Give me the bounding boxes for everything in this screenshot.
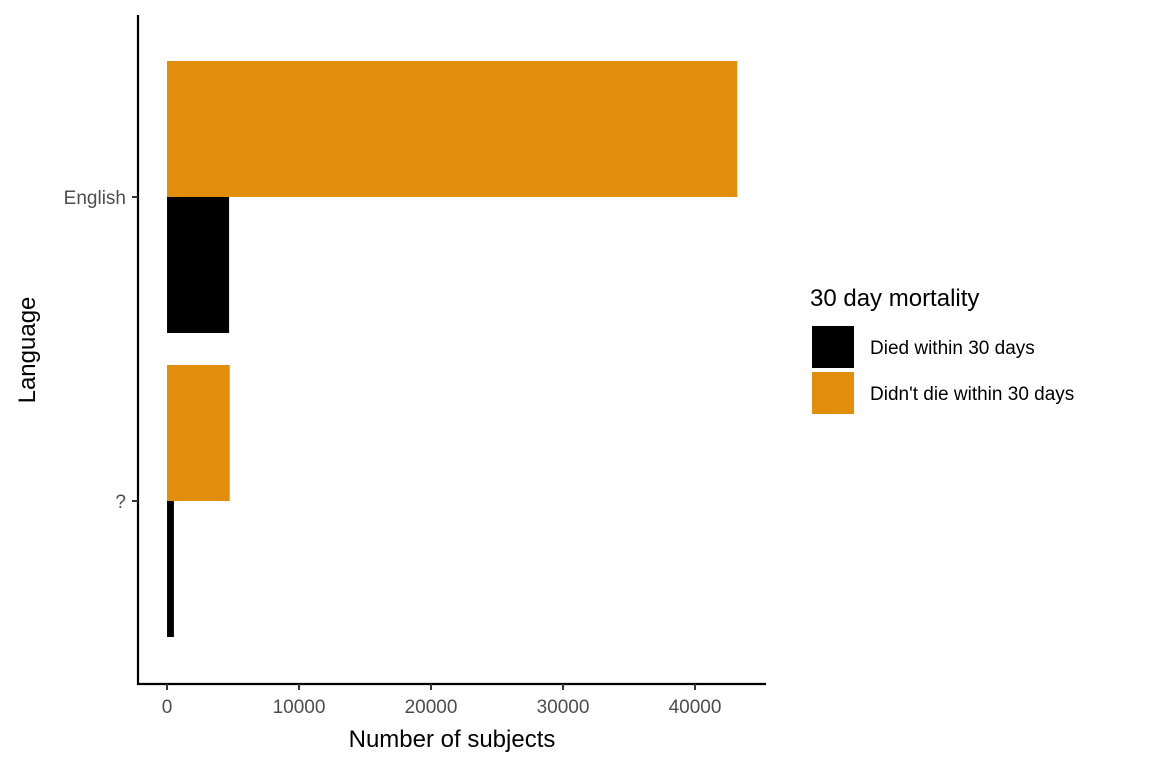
y-ticks-group: English? xyxy=(64,188,138,513)
x-ticks-group: 0 10000 20000 30000 40000 xyxy=(162,684,722,718)
y-tick-label: ? xyxy=(115,492,126,513)
x-axis-title: Number of subjects xyxy=(349,726,556,753)
bar-died-unknown xyxy=(167,501,174,637)
bars-group xyxy=(167,61,738,637)
x-tick-label: 30000 xyxy=(537,697,590,718)
legend-label: Didn't die within 30 days xyxy=(870,384,1074,405)
legend-swatch xyxy=(812,326,854,368)
legend-items: Died within 30 days Didn't die within 30 … xyxy=(812,326,1074,414)
bar-survived-unknown xyxy=(167,365,230,501)
y-axis-title: Language xyxy=(14,297,41,404)
bar-died-english xyxy=(167,197,230,333)
y-tick-label: English xyxy=(64,188,126,209)
x-tick-label: 20000 xyxy=(405,697,458,718)
legend-label: Died within 30 days xyxy=(870,338,1035,359)
legend-swatch xyxy=(812,372,854,414)
x-tick-label: 40000 xyxy=(669,697,722,718)
x-tick-label: 10000 xyxy=(273,697,326,718)
x-tick-label: 0 xyxy=(162,697,173,718)
legend-title: 30 day mortality xyxy=(810,285,979,312)
legend: 30 day mortality Died within 30 days Didn… xyxy=(810,285,1074,414)
bar-survived-english xyxy=(167,61,738,197)
axes-group xyxy=(136,15,766,686)
